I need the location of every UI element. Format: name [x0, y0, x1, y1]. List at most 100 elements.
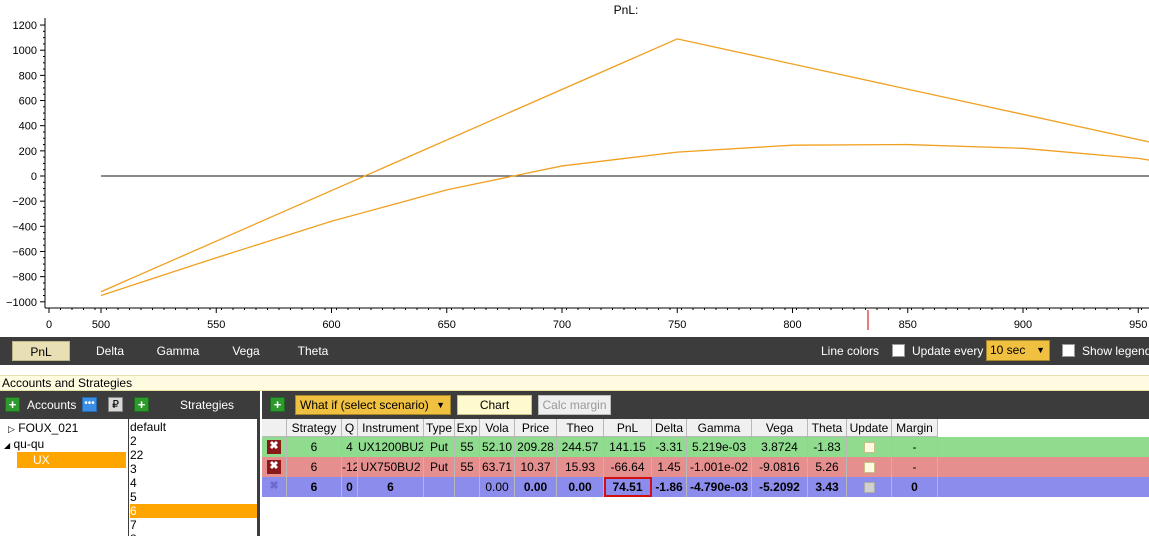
strategy-item[interactable]: 22 [130, 448, 144, 462]
delete-cell: ✖ [262, 457, 287, 477]
account-menu-button[interactable]: ••• [82, 397, 97, 412]
show-legend-checkbox[interactable] [1062, 344, 1075, 357]
header-cell[interactable]: Strategy [287, 419, 342, 437]
header-cell[interactable]: Price [515, 419, 557, 437]
header-cell[interactable]: PnL [604, 419, 652, 437]
cell-price: 10.37 [515, 457, 557, 477]
tree-item-foux[interactable]: ▷ FOUX_021 [8, 420, 78, 436]
x-tick-label: 550 [207, 319, 225, 331]
header-cell[interactable]: Theta [808, 419, 847, 437]
cell-vega: 3.8724 [752, 437, 808, 457]
update-checkbox[interactable] [863, 442, 875, 454]
tab-gamma[interactable]: Gamma [156, 344, 200, 358]
cell-strategy: 6 [287, 477, 342, 497]
cell-gamma: -1.001e-02 [687, 457, 752, 477]
strategy-item[interactable]: 3 [130, 462, 137, 476]
y-tick-label: −1000 [6, 297, 37, 309]
add-position-button[interactable]: + [270, 397, 285, 412]
strategy-item[interactable]: 4 [130, 476, 137, 490]
accounts-pane: + Accounts ••• ₽ + Strategies ▷ FOUX_021… [0, 391, 260, 536]
cell-exp: 55 [455, 437, 480, 457]
header-cell[interactable]: Exp [455, 419, 480, 437]
y-tick-label: −400 [12, 221, 37, 233]
header-cell[interactable]: Q [342, 419, 358, 437]
update-checkbox[interactable] [863, 462, 875, 474]
header-cell[interactable]: Delta [652, 419, 687, 437]
pnl-chart-area: PnL: 1200 1000 800 600 400 200 0 −200 −400 −600 −8… [0, 0, 1149, 337]
cell-gamma: 5.219e-03 [687, 437, 752, 457]
table-header: Strategy Q Instrument Type Exp Vola Pric… [262, 419, 1149, 439]
delete-icon: ✖ [269, 480, 279, 492]
tree-item-label: FOUX_021 [18, 421, 79, 435]
strategy-item[interactable]: 8 [130, 532, 257, 536]
strategy-item[interactable]: 2 [130, 434, 137, 448]
header-cell[interactable]: Vega [752, 419, 808, 437]
tree-item-ux[interactable]: UX [17, 452, 126, 468]
delete-cell: ✖ [262, 437, 287, 457]
cell-gamma: -4.790e-03 [687, 477, 752, 497]
pnl-chart[interactable]: 1200 1000 800 600 400 200 0 −200 −400 −600 −800 −10… [0, 0, 1149, 337]
delete-cell: ✖ [262, 477, 287, 497]
header-cell[interactable]: Theo [557, 419, 604, 437]
cell-margin: - [892, 437, 938, 457]
greek-tab-bar: PnL Delta Gamma Vega Theta Line colors U… [0, 337, 1149, 365]
tree-item-ququ[interactable]: ◢ qu-qu [4, 436, 44, 452]
expand-arrow-icon: ▷ [8, 424, 15, 434]
strategy-item[interactable]: 7 [130, 518, 137, 532]
y-tick-label: −600 [12, 246, 37, 258]
cell-q[interactable]: 4 [342, 437, 358, 457]
tab-pnl[interactable]: PnL [12, 341, 70, 361]
tab-delta[interactable]: Delta [95, 344, 124, 358]
y-tick-label: 1000 [13, 45, 37, 57]
cell-exp: 55 [455, 457, 480, 477]
cell-theta: 5.26 [808, 457, 847, 477]
update-every-label: Update every [912, 344, 984, 358]
table-row[interactable]: ✖ 6 -12 UX750BU2 Put 55 63.71 10.37 15.9… [262, 457, 1149, 477]
update-interval-value: 10 sec [990, 343, 1026, 357]
delete-icon[interactable]: ✖ [267, 460, 281, 474]
cell-type [424, 477, 455, 497]
strategy-item[interactable]: default [130, 420, 167, 434]
collapse-arrow-icon: ◢ [4, 441, 11, 450]
add-strategy-button[interactable]: + [134, 397, 149, 412]
update-interval-select[interactable]: 10 sec ▼ [986, 340, 1050, 361]
cell-vega: -5.2092 [752, 477, 808, 497]
x-tick-label: 900 [1014, 319, 1032, 331]
delete-icon[interactable]: ✖ [267, 440, 281, 454]
table-row-total[interactable]: ✖ 6 0 6 0.00 0.00 0.00 74.51 -1.86 -4.79… [262, 477, 1149, 497]
header-cell[interactable]: Instrument [358, 419, 424, 437]
y-tick-label: 400 [19, 121, 37, 133]
line-colors-button[interactable]: Line colors [821, 344, 880, 358]
whatif-scenario-select[interactable]: What if (select scenario) ▼ [295, 395, 451, 415]
chart-title: PnL: [613, 3, 639, 17]
tree-item-label: qu-qu [13, 437, 45, 451]
chart-button[interactable]: Chart [457, 395, 532, 415]
calc-margin-button[interactable]: Calc margin [538, 395, 611, 415]
tab-vega[interactable]: Vega [232, 344, 260, 358]
cell-margin: 0 [892, 477, 938, 497]
header-cell[interactable]: Margin [892, 419, 938, 437]
add-account-button[interactable]: + [5, 397, 20, 412]
header-cell[interactable]: Gamma [687, 419, 752, 437]
y-tick-label: 800 [19, 70, 37, 82]
header-cell[interactable]: Type [424, 419, 455, 437]
tab-theta[interactable]: Theta [297, 344, 329, 358]
cell-theta: 3.43 [808, 477, 847, 497]
update-every-checkbox[interactable] [892, 344, 905, 357]
cell-strategy: 6 [287, 437, 342, 457]
strategy-item-selected[interactable]: 6 [130, 504, 257, 518]
update-checkbox[interactable] [863, 482, 875, 494]
header-cell[interactable]: Update [847, 419, 892, 437]
currency-button[interactable]: ₽ [108, 397, 123, 412]
chevron-down-icon: ▼ [436, 400, 445, 410]
cell-theo: 0.00 [557, 477, 604, 497]
cell-strategy: 6 [287, 457, 342, 477]
table-row[interactable]: ✖ 6 4 UX1200BU2 Put 55 52.10 209.28 244.… [262, 437, 1149, 457]
header-cell [262, 419, 287, 437]
positions-pane: + What if (select scenario) ▼ Chart Calc… [262, 391, 1149, 536]
header-cell[interactable]: Vola [480, 419, 515, 437]
cell-q[interactable]: -12 [342, 457, 358, 477]
strategy-item[interactable]: 5 [130, 490, 137, 504]
x-tick-label: 950 [1129, 319, 1147, 331]
cell-vola: 52.10 [480, 437, 515, 457]
